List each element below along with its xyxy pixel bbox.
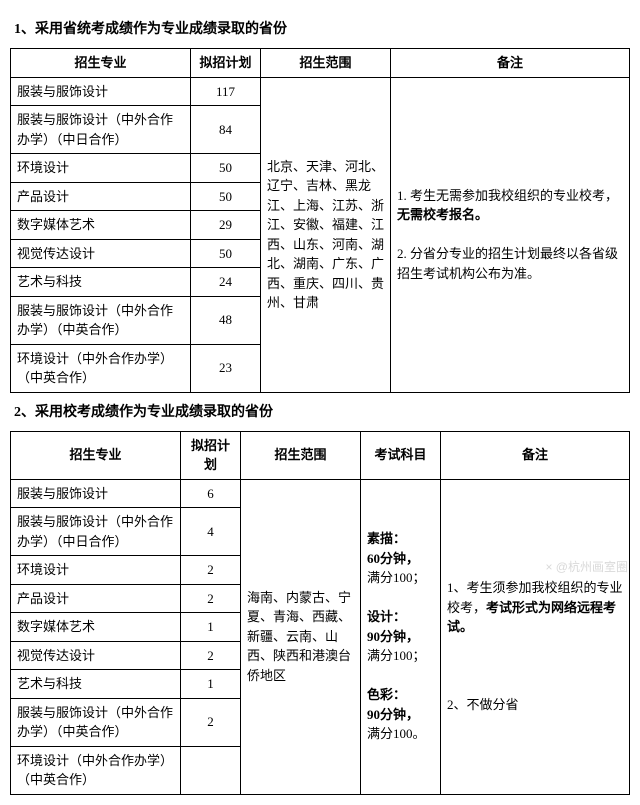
watermark-text: × @杭州画室圈 <box>545 558 628 575</box>
cell-major: 环境设计 <box>11 556 181 585</box>
note1-text: 1. 考生无需参加我校组织的专业校考， <box>397 188 618 203</box>
th-plan: 拟招计划 <box>181 431 241 479</box>
subj1-title: 素描： <box>367 531 406 546</box>
subj1-dur: 60分钟， <box>367 551 419 566</box>
cell-major: 数字媒体艺术 <box>11 211 191 240</box>
cell-plan: 50 <box>191 154 261 183</box>
th-subject: 考试科目 <box>361 431 441 479</box>
cell-plan: 50 <box>191 182 261 211</box>
cell-major: 艺术与科技 <box>11 670 181 699</box>
th-scope: 招生范围 <box>261 49 391 78</box>
cell-plan: 50 <box>191 239 261 268</box>
note2-p2: 2、不做分省 <box>447 697 519 712</box>
table1-header-row: 招生专业 拟招计划 招生范围 备注 <box>11 49 630 78</box>
cell-plan: 4 <box>181 508 241 556</box>
cell-major: 服装与服饰设计（中外合作办学）（中日合作） <box>11 106 191 154</box>
cell-major: 服装与服饰设计（中外合作办学）（中日合作） <box>11 508 181 556</box>
section1-title: 1、采用省统考成绩作为专业成绩录取的省份 <box>14 18 630 38</box>
cell-plan: 1 <box>181 613 241 642</box>
table-row: 服装与服饰设计 6 海南、内蒙古、宁夏、青海、西藏、新疆、云南、山西、陕西和港澳… <box>11 479 630 508</box>
table-row: 服装与服饰设计 117 北京、天津、河北、辽宁、吉林、黑龙江、上海、江苏、浙江、… <box>11 77 630 106</box>
cell-plan: 84 <box>191 106 261 154</box>
th-major: 招生专业 <box>11 49 191 78</box>
section2-title: 2、采用校考成绩作为专业成绩录取的省份 <box>14 401 630 421</box>
cell-major: 服装与服饰设计 <box>11 77 191 106</box>
cell-plan: 117 <box>191 77 261 106</box>
cell-plan: 2 <box>181 556 241 585</box>
subj2-score: 满分100； <box>367 648 426 663</box>
cell-plan: 24 <box>191 268 261 297</box>
th-scope: 招生范围 <box>241 431 361 479</box>
cell-major: 视觉传达设计 <box>11 239 191 268</box>
table-2: 招生专业 拟招计划 招生范围 考试科目 备注 服装与服饰设计 6 海南、内蒙古、… <box>10 431 630 795</box>
cell-plan: 23 <box>191 344 261 392</box>
subj2-dur: 90分钟， <box>367 629 419 644</box>
th-plan: 拟招计划 <box>191 49 261 78</box>
cell-major: 产品设计 <box>11 182 191 211</box>
subj3-dur: 90分钟， <box>367 707 419 722</box>
th-note: 备注 <box>391 49 630 78</box>
subj3-score: 满分100。 <box>367 726 426 741</box>
table2-header-row: 招生专业 拟招计划 招生范围 考试科目 备注 <box>11 431 630 479</box>
cell-major: 数字媒体艺术 <box>11 613 181 642</box>
note2-text: 2. 分省分专业的招生计划最终以各省级招生考试机构公布为准。 <box>397 246 618 281</box>
cell-plan: 2 <box>181 698 241 746</box>
cell-note: 1、考生须参加我校组织的专业校考，考试形式为网络远程考试。 2、不做分省 <box>441 479 630 794</box>
cell-note: 1. 考生无需参加我校组织的专业校考， 无需校考报名。 2. 分省分专业的招生计划… <box>391 77 630 392</box>
cell-major: 环境设计（中外合作办学）（中英合作） <box>11 746 181 794</box>
cell-major: 服装与服饰设计 <box>11 479 181 508</box>
th-major: 招生专业 <box>11 431 181 479</box>
cell-major: 产品设计 <box>11 584 181 613</box>
cell-plan: 6 <box>181 479 241 508</box>
subj1-score: 满分100； <box>367 570 426 585</box>
cell-major: 环境设计（中外合作办学）（中英合作） <box>11 344 191 392</box>
cell-plan: 48 <box>191 296 261 344</box>
subj2-title: 设计： <box>367 609 406 624</box>
cell-major: 服装与服饰设计（中外合作办学）（中英合作） <box>11 698 181 746</box>
cell-major: 环境设计 <box>11 154 191 183</box>
cell-scope: 北京、天津、河北、辽宁、吉林、黑龙江、上海、江苏、浙江、安徽、福建、江西、山东、… <box>261 77 391 392</box>
cell-plan: 2 <box>181 584 241 613</box>
cell-plan: 1 <box>181 670 241 699</box>
cell-plan <box>181 746 241 794</box>
subj3-title: 色彩： <box>367 687 406 702</box>
cell-plan: 2 <box>181 641 241 670</box>
table-1: 招生专业 拟招计划 招生范围 备注 服装与服饰设计 117 北京、天津、河北、辽… <box>10 48 630 393</box>
cell-major: 艺术与科技 <box>11 268 191 297</box>
note1-bold: 无需校考报名。 <box>397 207 488 222</box>
cell-plan: 29 <box>191 211 261 240</box>
cell-scope: 海南、内蒙古、宁夏、青海、西藏、新疆、云南、山西、陕西和港澳台侨地区 <box>241 479 361 794</box>
cell-major: 服装与服饰设计（中外合作办学）（中英合作） <box>11 296 191 344</box>
cell-major: 视觉传达设计 <box>11 641 181 670</box>
th-note: 备注 <box>441 431 630 479</box>
cell-subjects: 素描： 60分钟， 满分100； 设计： 90分钟， 满分100； 色彩： 90… <box>361 479 441 794</box>
